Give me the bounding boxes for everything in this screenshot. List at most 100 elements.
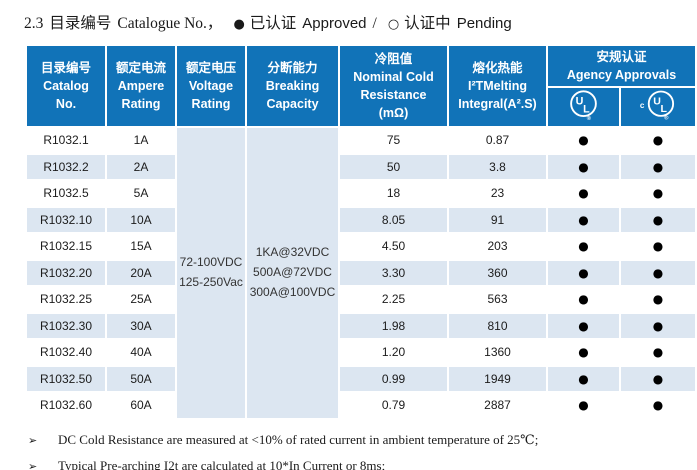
breaking-capacity-merged-cell: 1KA@32VDC 500A@72VDC 300A@100VDC bbox=[247, 128, 338, 418]
ul-status-cell: ● bbox=[548, 234, 619, 259]
ul-status-cell: ● bbox=[548, 287, 619, 312]
catalogue-table: 目录编号 Catalog No. 额定电流 Ampere Rating 额定电压… bbox=[25, 44, 697, 420]
header-nominal-cold-resistance: 冷阻值 Nominal Cold Resistance (mΩ) bbox=[340, 46, 447, 127]
ampere-cell: 10A bbox=[107, 207, 175, 233]
catalog-no-cell: R1032.20 bbox=[27, 260, 105, 286]
cul-approved-dot: ● bbox=[652, 186, 664, 201]
catalog-no-cell: R1032.5 bbox=[27, 181, 105, 206]
ul-approved-dot: ● bbox=[578, 239, 589, 254]
cul-approved-dot: ● bbox=[652, 345, 664, 360]
footnote-text: Typical Pre-arching I2t are calculated a… bbox=[58, 458, 386, 470]
table-row: R1032.40 40A 1.20 1360 ● ● bbox=[27, 340, 696, 365]
catalog-no-cell: R1032.50 bbox=[27, 366, 105, 392]
ul-approved-dot: ● bbox=[578, 186, 589, 201]
table-row: R1032.20 20A 3.30 360 ● ● bbox=[27, 260, 696, 286]
cul-status-cell: ● bbox=[621, 181, 696, 206]
footnote-text: DC Cold Resistance are measured at <10% … bbox=[58, 432, 539, 447]
ul-approved-dot: ● bbox=[578, 398, 589, 413]
ul-status-cell: ● bbox=[548, 128, 619, 153]
arrow-bullet-icon: ➢ bbox=[28, 460, 38, 470]
catalog-no-cell: R1032.1 bbox=[27, 128, 105, 153]
table-row: R1032.2 2A 50 3.8 ● ● bbox=[27, 154, 696, 180]
title-zh: 目录编号 bbox=[49, 15, 112, 32]
ul-approved-dot: ● bbox=[578, 371, 589, 386]
resistance-cell: 1.20 bbox=[340, 340, 447, 365]
ampere-cell: 1A bbox=[107, 128, 175, 153]
ampere-cell: 5A bbox=[107, 181, 175, 206]
table-row: R1032.5 5A 18 23 ● ● bbox=[27, 181, 696, 206]
ampere-cell: 30A bbox=[107, 313, 175, 339]
table-row: R1032.1 1A 72-100VDC 125-250Vac 1KA@32VD… bbox=[27, 128, 696, 418]
cul-status-cell: ● bbox=[621, 287, 696, 312]
i2t-cell: 0.87 bbox=[449, 128, 546, 153]
resistance-cell: 0.79 bbox=[340, 393, 447, 418]
table-row: R1032.15 15A 4.50 203 ● ● bbox=[27, 234, 696, 259]
i2t-cell: 2887 bbox=[449, 393, 546, 418]
title-separator: / bbox=[372, 15, 377, 32]
cul-status-cell: ● bbox=[621, 154, 696, 180]
approved-filled-circle-icon: ● bbox=[233, 17, 245, 32]
ul-approved-dot: ● bbox=[578, 133, 589, 148]
cul-approved-dot: ● bbox=[652, 133, 664, 148]
table-row: R1032.30 30A 1.98 810 ● ● bbox=[27, 313, 696, 339]
cul-approved-dot: ● bbox=[652, 212, 664, 227]
ul-status-cell: ● bbox=[548, 313, 619, 339]
cul-status-cell: ● bbox=[621, 393, 696, 418]
cul-status-cell: ● bbox=[621, 234, 696, 259]
header-ul-column: U L ® bbox=[548, 88, 619, 127]
approved-label-en: Approved bbox=[302, 15, 367, 32]
i2t-cell: 23 bbox=[449, 181, 546, 206]
ul-approved-dot: ● bbox=[578, 318, 589, 333]
cul-approved-dot: ● bbox=[652, 371, 664, 386]
i2t-cell: 91 bbox=[449, 207, 546, 233]
ampere-cell: 15A bbox=[107, 234, 175, 259]
ampere-cell: 2A bbox=[107, 154, 175, 180]
ul-approved-dot: ● bbox=[578, 345, 589, 360]
ul-mark-icon: U L ® bbox=[570, 90, 597, 122]
resistance-cell: 1.98 bbox=[340, 313, 447, 339]
ul-status-cell: ● bbox=[548, 393, 619, 418]
header-ampere-rating: 额定电流 Ampere Rating bbox=[107, 46, 175, 127]
ul-status-cell: ● bbox=[548, 181, 619, 206]
ampere-cell: 25A bbox=[107, 287, 175, 312]
ul-approved-dot: ● bbox=[578, 292, 589, 307]
table-row: R1032.10 10A 8.05 91 ● ● bbox=[27, 207, 696, 233]
svg-text:®: ® bbox=[587, 115, 592, 121]
cul-approved-dot: ● bbox=[652, 318, 664, 333]
cul-status-cell: ● bbox=[621, 128, 696, 153]
ampere-cell: 60A bbox=[107, 393, 175, 418]
ul-status-cell: ● bbox=[548, 260, 619, 286]
ul-status-cell: ● bbox=[548, 154, 619, 180]
resistance-cell: 4.50 bbox=[340, 234, 447, 259]
pending-hollow-circle-icon: ○ bbox=[387, 17, 400, 32]
svg-text:®: ® bbox=[664, 115, 669, 121]
pending-label-zh: 认证中 bbox=[404, 15, 451, 32]
arrow-bullet-icon: ➢ bbox=[28, 434, 38, 447]
catalog-no-cell: R1032.30 bbox=[27, 313, 105, 339]
i2t-cell: 810 bbox=[449, 313, 546, 339]
cul-approved-dot: ● bbox=[652, 398, 664, 413]
cul-approved-dot: ● bbox=[652, 239, 664, 254]
catalog-no-cell: R1032.2 bbox=[27, 154, 105, 180]
svg-text:c: c bbox=[639, 101, 644, 110]
i2t-cell: 1949 bbox=[449, 366, 546, 392]
catalog-no-cell: R1032.15 bbox=[27, 234, 105, 259]
i2t-cell: 1360 bbox=[449, 340, 546, 365]
i2t-cell: 563 bbox=[449, 287, 546, 312]
header-i2t-melting-integral: 熔化热能 I²TMelting Integral(A².S) bbox=[449, 46, 546, 127]
table-row: R1032.50 50A 0.99 1949 ● ● bbox=[27, 366, 696, 392]
section-title: 2.3 目录编号 Catalogue No.， ● 已认证 Approved / ○ 认证中 Pe… bbox=[24, 11, 684, 33]
resistance-cell: 0.99 bbox=[340, 366, 447, 392]
resistance-cell: 2.25 bbox=[340, 287, 447, 312]
voltage-rating-merged-cell: 72-100VDC 125-250Vac bbox=[177, 128, 245, 418]
footnotes: ➢ DC Cold Resistance are measured at <10%… bbox=[28, 427, 688, 470]
table-row: R1032.60 60A 0.79 2887 ● ● bbox=[27, 393, 696, 418]
resistance-cell: 18 bbox=[340, 181, 447, 206]
cul-status-cell: ● bbox=[621, 313, 696, 339]
catalog-no-cell: R1032.60 bbox=[27, 393, 105, 418]
ul-approved-dot: ● bbox=[578, 212, 589, 227]
header-catalog-no: 目录编号 Catalog No. bbox=[27, 46, 105, 127]
ampere-cell: 40A bbox=[107, 340, 175, 365]
i2t-cell: 203 bbox=[449, 234, 546, 259]
cul-status-cell: ● bbox=[621, 340, 696, 365]
